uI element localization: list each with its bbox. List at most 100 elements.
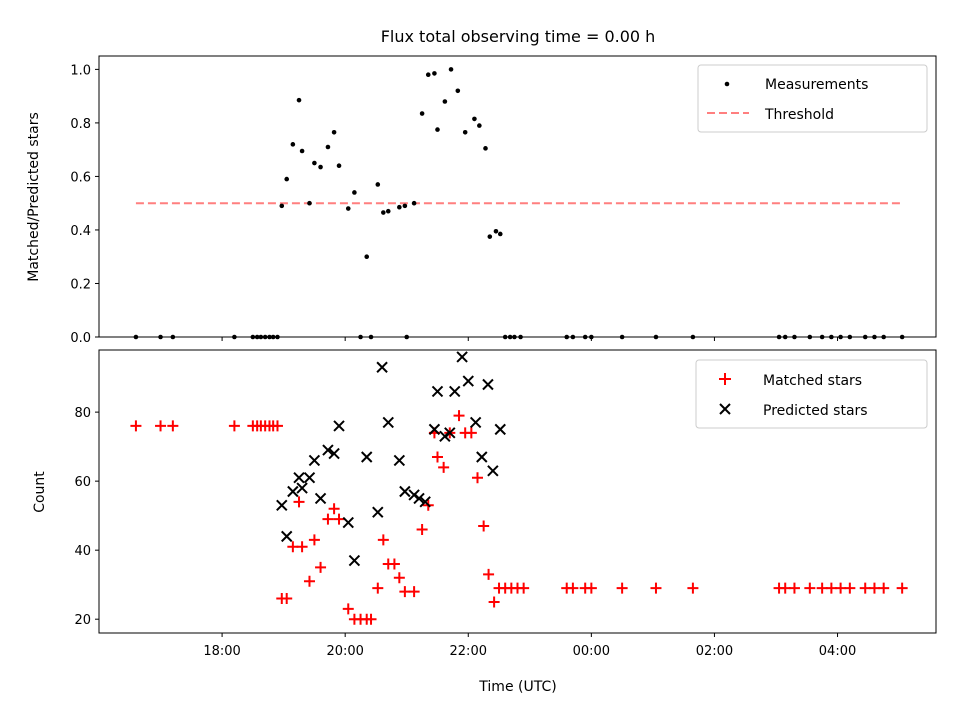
matched-star-point (453, 410, 465, 422)
predicted-star-point (456, 351, 468, 363)
matched-star-point (155, 420, 167, 432)
matched-star-point (308, 534, 320, 546)
predicted-star-point (361, 451, 373, 463)
predicted-star-point (494, 423, 506, 436)
bottom-y-axis-label: Count (32, 471, 48, 513)
predicted-star-point (469, 416, 482, 429)
matched-star-point (372, 582, 384, 594)
matched-star-point (377, 534, 389, 546)
measurement-point (483, 146, 488, 151)
measurement-point (432, 71, 437, 76)
bottom-x-tick-label: 18:00 (203, 644, 240, 659)
predicted-stars-series (276, 351, 506, 567)
predicted-star-point (393, 454, 406, 467)
bottom-plot-frame (98, 349, 937, 634)
bottom-x-tick-label: 02:00 (696, 644, 733, 659)
measurement-point (397, 204, 402, 210)
predicted-star-point (296, 482, 308, 494)
measurement-point (299, 148, 305, 154)
matched-star-point (488, 596, 500, 608)
predicted-star-point (308, 454, 321, 467)
matched-star-point (878, 582, 890, 594)
top-chart-title: Flux total observing time = 0.00 h (381, 27, 656, 46)
measurement-point (402, 203, 408, 209)
predicted-star-point (314, 492, 327, 505)
matched-star-point (471, 472, 483, 484)
predicted-star-point (293, 471, 305, 484)
predicted-star-point (487, 465, 499, 477)
matched-star-point (388, 558, 400, 570)
measurement-point (312, 160, 317, 166)
top-y-axis: 0.0 0.2 0.4 0.6 0.8 1.0 (70, 63, 99, 346)
predicted-star-point (399, 485, 411, 498)
top-y-tick-label: 0.0 (70, 331, 91, 346)
measurement-point (331, 129, 337, 135)
matched-star-point (816, 582, 828, 594)
matched-star-point (650, 582, 662, 594)
predicted-star-point (431, 385, 444, 398)
matched-star-point (616, 582, 628, 594)
measurement-point (352, 190, 357, 195)
matched-star-point (416, 523, 428, 535)
matched-star-point (438, 461, 450, 473)
matched-star-point (779, 582, 791, 594)
measurement-point (284, 176, 290, 182)
predicted-star-point (428, 423, 441, 436)
measurement-point (419, 111, 425, 116)
measurement-point (385, 208, 391, 214)
predicted-star-point (449, 385, 461, 398)
matched-star-point (393, 572, 405, 584)
matched-stars-series (130, 410, 908, 625)
measurement-point (375, 182, 381, 187)
bottom-y-tick-label: 20 (74, 613, 91, 628)
matched-star-point (303, 575, 315, 587)
predicted-star-point (462, 375, 474, 387)
legend-matched-marker (719, 373, 731, 385)
measurement-point (318, 164, 323, 170)
matched-star-point (896, 582, 908, 594)
matched-star-point (788, 582, 800, 594)
predicted-star-point (476, 451, 488, 463)
bottom-x-axis-label: Time (UTC) (478, 679, 556, 695)
top-y-axis-label: Matched/Predicted stars (26, 112, 42, 282)
measurement-point (345, 206, 351, 211)
matched-star-point (483, 568, 495, 580)
matched-star-point (287, 541, 299, 553)
measurement-point (364, 254, 370, 260)
legend-measurements-marker (724, 81, 730, 87)
matched-star-point (518, 582, 530, 594)
matched-star-point (825, 582, 837, 594)
matched-star-point (478, 520, 490, 532)
predicted-star-point (408, 489, 420, 501)
legend-threshold-label: Threshold (764, 107, 834, 123)
top-y-tick-label: 0.4 (70, 224, 91, 239)
bottom-y-tick-label: 60 (74, 475, 91, 490)
measurements-series (133, 67, 905, 340)
predicted-star-point (342, 516, 354, 529)
predicted-star-point (419, 496, 431, 508)
matched-star-point (281, 592, 293, 604)
predicted-star-point (287, 485, 299, 498)
matched-star-point (365, 613, 377, 625)
predicted-star-point (382, 416, 394, 429)
top-y-tick-label: 0.2 (70, 277, 91, 292)
measurement-point (381, 210, 386, 215)
measurement-point (296, 97, 302, 103)
bottom-x-tick-label: 04:00 (819, 644, 856, 659)
bottom-y-tick-label: 80 (74, 406, 91, 421)
bottom-x-tick-label: 20:00 (326, 644, 363, 659)
measurement-point (448, 67, 454, 72)
top-y-tick-label: 0.8 (70, 117, 91, 132)
matched-star-point (844, 582, 856, 594)
measurement-point (477, 123, 482, 128)
top-y-tick-label: 0.6 (70, 170, 91, 185)
bottom-y-axis: 20 40 60 80 (74, 406, 99, 628)
matched-star-point (804, 582, 816, 594)
bottom-legend: Matched stars Predicted stars (695, 359, 928, 429)
matched-star-point (342, 603, 354, 615)
predicted-star-point (413, 492, 425, 505)
predicted-star-point (376, 361, 388, 373)
matched-star-point (465, 427, 477, 439)
measurement-point (442, 99, 448, 104)
